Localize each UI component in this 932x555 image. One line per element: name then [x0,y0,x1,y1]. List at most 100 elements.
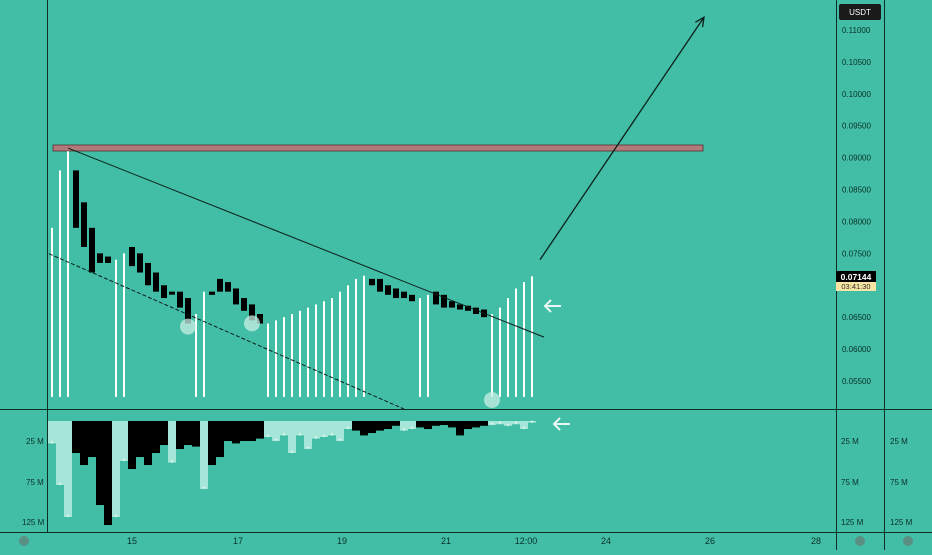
candle-down[interactable] [465,305,471,311]
candle-down[interactable] [241,298,247,311]
log-scale-icon[interactable] [903,536,913,546]
volume-bar[interactable] [488,421,496,425]
volume-bar[interactable] [240,421,248,441]
volume-bar[interactable] [168,421,176,463]
volume-bar[interactable] [392,421,400,426]
candle-up[interactable] [59,170,61,397]
volume-bar[interactable] [440,421,448,425]
volume-bar[interactable] [48,421,56,444]
candle-up[interactable] [291,313,293,397]
candle-up[interactable] [299,310,301,397]
auto-scale-icon[interactable] [855,536,865,546]
candle-up[interactable] [115,259,117,397]
volume-bar[interactable] [96,421,104,505]
volume-bar[interactable] [200,421,208,489]
volume-bar[interactable] [112,421,120,517]
volume-bar[interactable] [448,421,456,428]
candle-down[interactable] [249,304,255,321]
candle-down[interactable] [137,253,143,273]
volume-bar[interactable] [72,421,80,453]
candle-down[interactable] [105,256,111,263]
candle-down[interactable] [473,307,479,314]
candle-down[interactable] [73,170,79,228]
candle-down[interactable] [97,253,103,263]
candle-up[interactable] [339,291,341,397]
volume-bar[interactable] [512,421,520,425]
volume-bar[interactable] [384,421,392,429]
volume-bar[interactable] [520,421,528,429]
volume-bar[interactable] [320,421,328,437]
candle-down[interactable] [217,278,223,292]
volume-bar[interactable] [432,421,440,426]
candle-down[interactable] [449,301,455,308]
volume-bar[interactable] [352,421,360,431]
volume-bar[interactable] [424,421,432,429]
candle-up[interactable] [331,298,333,397]
candle-down[interactable] [161,285,167,299]
volume-bar[interactable] [264,421,272,437]
candle-up[interactable] [531,276,533,397]
volume-bar[interactable] [400,421,408,431]
candle-up[interactable] [507,298,509,397]
volume-bar[interactable] [328,421,336,436]
candle-up[interactable] [427,294,429,397]
volume-bar[interactable] [216,421,224,457]
candle-up[interactable] [315,304,317,397]
lower-support-line[interactable] [48,253,405,410]
volume-bar[interactable] [128,421,136,469]
volume-bar[interactable] [416,421,424,428]
candle-down[interactable] [393,288,399,299]
candle-down[interactable] [257,313,263,324]
candle-down[interactable] [385,285,391,295]
volume-bar[interactable] [80,421,88,465]
candle-up[interactable] [67,151,69,397]
candle-up[interactable] [283,317,285,397]
volume-bar[interactable] [288,421,296,453]
candle-down[interactable] [209,291,215,295]
candle-down[interactable] [401,291,407,299]
candle-up[interactable] [123,253,125,397]
volume-bar[interactable] [224,421,232,441]
volume-bar[interactable] [232,421,240,444]
candle-down[interactable] [441,294,447,308]
candle-down[interactable] [233,288,239,305]
volume-bar[interactable] [312,421,320,439]
volume-bar[interactable] [56,421,64,485]
volume-bar[interactable] [176,421,184,449]
volume-bar[interactable] [256,421,264,439]
candle-up[interactable] [347,285,349,397]
candle-down[interactable] [377,278,383,292]
candle-up[interactable] [275,320,277,397]
candle-up[interactable] [419,298,421,397]
candle-down[interactable] [169,291,175,295]
candle-down[interactable] [153,272,159,292]
candle-down[interactable] [89,227,95,273]
volume-bar[interactable] [192,421,200,447]
volume-bar[interactable] [120,421,128,461]
candle-down[interactable] [185,298,191,324]
candle-down[interactable] [177,291,183,308]
volume-bar[interactable] [272,421,280,441]
volume-bar[interactable] [296,421,304,436]
volume-bar[interactable] [528,421,536,423]
volume-bar[interactable] [496,421,504,425]
candle-up[interactable] [307,307,309,397]
volume-bar[interactable] [368,421,376,433]
volume-bar[interactable] [480,421,488,426]
price-axis[interactable]: 0.11000 0.10500 0.10000 0.09500 0.09000 0.085… [842,26,871,386]
volume-bar[interactable] [144,421,152,465]
resistance-zone[interactable] [52,144,704,152]
candle-up[interactable] [195,313,197,397]
volume-bar[interactable] [280,421,288,436]
descending-trendline[interactable] [67,147,545,338]
candle-up[interactable] [515,288,517,397]
volume-bar[interactable] [456,421,464,436]
volume-bar[interactable] [360,421,368,436]
candle-up[interactable] [267,323,269,397]
volume-bar[interactable] [464,421,472,429]
candle-up[interactable] [491,313,493,397]
candle-up[interactable] [355,278,357,397]
candle-down[interactable] [369,278,375,286]
candle-up[interactable] [323,301,325,397]
